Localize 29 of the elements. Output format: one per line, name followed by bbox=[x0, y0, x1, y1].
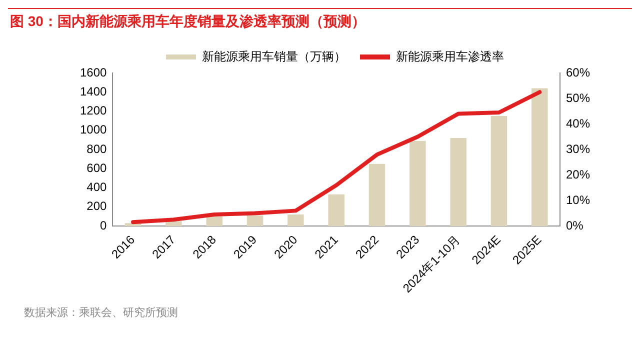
bar bbox=[532, 88, 548, 226]
y2-tick-label: 0% bbox=[566, 218, 584, 232]
bar bbox=[368, 164, 386, 226]
y2-tick-label: 40% bbox=[566, 116, 590, 130]
y-tick-label: 600 bbox=[86, 160, 108, 175]
bar bbox=[450, 138, 466, 226]
chart-title: 图 30：国内新能源乘用车年度销量及渗透率预测（预测） bbox=[8, 8, 632, 31]
y-tick-label: 0 bbox=[100, 218, 108, 232]
bar bbox=[288, 214, 304, 226]
bar bbox=[410, 140, 426, 226]
bar bbox=[490, 116, 508, 226]
y2-tick-label: 30% bbox=[566, 142, 590, 156]
bar bbox=[246, 215, 264, 226]
y-tick-label: 1200 bbox=[80, 104, 108, 118]
legend-label: 新能源乘用车销量（万辆） bbox=[202, 49, 346, 64]
y2-tick-label: 20% bbox=[566, 167, 590, 182]
y-tick-label: 1400 bbox=[80, 84, 108, 98]
bar bbox=[328, 194, 344, 226]
y-tick-label: 1600 bbox=[80, 65, 108, 80]
y-tick-label: 1000 bbox=[80, 122, 108, 137]
bar bbox=[206, 216, 222, 226]
y2-tick-label: 60% bbox=[566, 65, 590, 80]
y-tick-label: 200 bbox=[86, 199, 108, 214]
source-note: 数据来源：乘联会、研究所预测 bbox=[23, 306, 179, 320]
legend-label: 新能源乘用车渗透率 bbox=[396, 49, 504, 64]
y-tick-label: 400 bbox=[86, 180, 108, 194]
y2-tick-label: 50% bbox=[566, 90, 590, 105]
y2-tick-label: 10% bbox=[566, 192, 590, 207]
y-tick-label: 800 bbox=[86, 142, 108, 156]
